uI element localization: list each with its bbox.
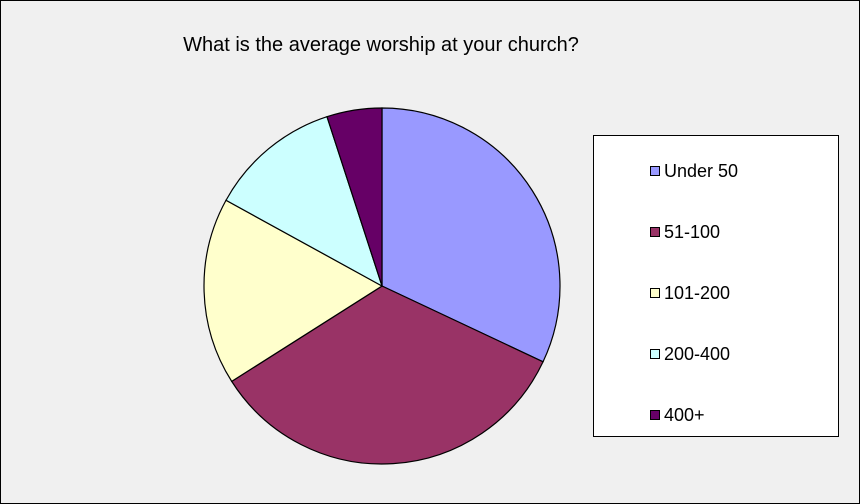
chart-title: What is the average worship at your chur… xyxy=(183,34,579,56)
pie-slice-101-200 xyxy=(203,199,384,383)
legend-item: 101-200 xyxy=(650,282,730,304)
legend-label: 400+ xyxy=(664,404,705,425)
pie-slice-400- xyxy=(326,107,383,287)
pie-slice-under-50 xyxy=(381,107,561,363)
legend-swatch xyxy=(650,166,660,176)
legend-item: 400+ xyxy=(650,404,705,426)
legend-swatch xyxy=(650,227,660,237)
legend-label: Under 50 xyxy=(664,160,739,181)
legend-label: 51-100 xyxy=(664,221,721,242)
legend-item: 200-400 xyxy=(650,343,730,365)
legend-swatch xyxy=(650,349,660,359)
legend-label: 101-200 xyxy=(664,282,731,303)
legend-swatch xyxy=(650,410,660,420)
legend-item: 51-100 xyxy=(650,221,720,243)
pie-slice-200-400 xyxy=(225,115,384,288)
legend-label: 200-400 xyxy=(664,343,731,364)
pie-slice-51-100 xyxy=(230,285,544,465)
legend-item: Under 50 xyxy=(650,160,738,182)
legend: Under 50 51-100 101-200 200-400 400+ xyxy=(593,135,839,437)
legend-swatch xyxy=(650,288,660,298)
